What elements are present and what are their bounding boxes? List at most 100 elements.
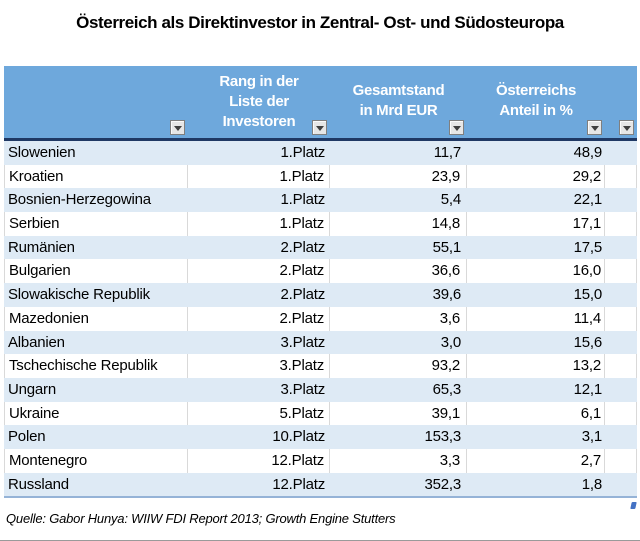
share-cell[interactable]: 16,0 — [467, 259, 605, 284]
table-row: Bosnien-Herzegowina 1.Platz 5,4 22,1 — [4, 188, 637, 213]
total-cell[interactable]: 65,3 — [432, 380, 462, 398]
share-cell[interactable]: 48,9 — [573, 144, 603, 161]
table-row: Tschechische Republik 3.Platz 93,2 13,2 — [4, 354, 637, 378]
rank-cell[interactable]: 12.Platz — [188, 448, 330, 473]
empty-cell[interactable] — [605, 141, 637, 165]
share-cell[interactable]: 29,2 — [467, 164, 605, 189]
total-cell[interactable]: 14,8 — [330, 212, 467, 236]
header-label-line: Investoren — [222, 113, 296, 130]
share-cell[interactable]: 15,0 — [573, 286, 603, 304]
rank-cell[interactable]: 3.Platz — [280, 333, 326, 351]
header-cell-country[interactable] — [4, 66, 188, 138]
empty-cell[interactable] — [605, 354, 637, 378]
share-cell[interactable]: 3,1 — [581, 428, 602, 446]
empty-cell[interactable] — [605, 378, 637, 402]
header-cell-share[interactable]: Österreichs Anteil in % — [467, 66, 605, 138]
rank-cell[interactable]: 3.Platz — [188, 354, 330, 378]
country-cell[interactable]: Tschechische Republik — [4, 354, 188, 378]
rank-cell[interactable]: 2.Platz — [280, 286, 326, 304]
total-cell[interactable]: 153,3 — [424, 428, 461, 446]
chevron-down-icon — [590, 125, 599, 131]
share-cell[interactable]: 12,1 — [573, 380, 603, 398]
table-row: Russland 12.Platz 352,3 1,8 — [4, 472, 637, 497]
chevron-down-icon — [315, 125, 324, 131]
chevron-down-icon — [173, 125, 182, 131]
filter-button-extra[interactable] — [619, 120, 634, 135]
total-cell[interactable]: 93,2 — [330, 354, 467, 378]
empty-cell[interactable] — [605, 188, 637, 212]
country-cell[interactable]: Ukraine — [4, 401, 188, 426]
total-cell[interactable]: 3,0 — [440, 333, 461, 351]
total-cell[interactable]: 3,3 — [330, 448, 467, 473]
empty-cell[interactable] — [605, 425, 637, 449]
country-cell[interactable]: Slowenien — [8, 144, 76, 161]
header-label-line: Liste der — [229, 93, 289, 110]
share-cell[interactable]: 2,7 — [467, 448, 605, 473]
rank-cell[interactable]: 2.Platz — [280, 238, 326, 256]
table-resize-handle[interactable] — [630, 502, 637, 509]
rank-cell[interactable]: 3.Platz — [280, 380, 326, 398]
country-cell[interactable]: Ungarn — [8, 380, 56, 398]
empty-cell[interactable] — [605, 164, 637, 189]
country-cell[interactable]: Rumänien — [8, 238, 75, 256]
header-label-line: Österreichs — [495, 82, 577, 99]
empty-cell[interactable] — [605, 473, 637, 497]
share-cell[interactable]: 15,6 — [573, 333, 603, 351]
total-cell[interactable]: 36,6 — [330, 259, 467, 284]
share-cell[interactable]: 1,8 — [581, 475, 602, 493]
country-cell[interactable]: Bulgarien — [4, 259, 188, 284]
rank-cell[interactable]: 2.Platz — [188, 259, 330, 284]
empty-cell[interactable] — [605, 283, 637, 307]
filter-button-total[interactable] — [449, 120, 464, 135]
country-cell[interactable]: Montenegro — [4, 448, 188, 473]
share-cell[interactable]: 13,2 — [467, 354, 605, 378]
rank-cell[interactable]: 1.Platz — [280, 144, 326, 161]
rank-cell[interactable]: 10.Platz — [272, 428, 325, 446]
country-cell[interactable]: Kroatien — [4, 164, 188, 189]
total-cell[interactable]: 23,9 — [330, 164, 467, 189]
total-cell[interactable]: 3,6 — [330, 306, 467, 331]
empty-cell[interactable] — [605, 212, 637, 236]
empty-cell[interactable] — [605, 259, 637, 284]
empty-cell[interactable] — [605, 306, 637, 331]
total-cell[interactable]: 11,7 — [433, 144, 461, 161]
filter-button-country[interactable] — [170, 120, 185, 135]
header-label-line: Anteil in % — [499, 102, 573, 119]
country-cell[interactable]: Russland — [8, 475, 69, 493]
empty-cell[interactable] — [605, 448, 637, 473]
empty-cell[interactable] — [605, 401, 637, 426]
country-cell[interactable]: Serbien — [4, 212, 188, 236]
rank-cell[interactable]: 5.Platz — [188, 401, 330, 426]
empty-cell[interactable] — [605, 236, 637, 260]
header-cell-total[interactable]: Gesamtstand in Mrd EUR — [330, 66, 467, 138]
total-cell[interactable]: 55,1 — [432, 238, 462, 256]
rank-cell[interactable]: 1.Platz — [188, 212, 330, 236]
country-cell[interactable]: Mazedonien — [4, 306, 188, 331]
share-cell[interactable]: 17,1 — [467, 212, 605, 236]
rank-cell[interactable]: 1.Platz — [188, 164, 330, 189]
filter-button-share[interactable] — [587, 120, 602, 135]
table-row: Slowakische Republik 2.Platz 39,6 15,0 — [4, 283, 637, 307]
share-cell[interactable]: 22,1 — [573, 191, 603, 209]
total-cell[interactable]: 39,6 — [432, 286, 462, 304]
share-cell[interactable]: 6,1 — [467, 401, 605, 426]
empty-cell[interactable] — [605, 331, 637, 355]
country-cell[interactable]: Bosnien-Herzegowina — [8, 191, 151, 209]
rank-cell[interactable]: 1.Platz — [280, 191, 326, 209]
total-cell[interactable]: 39,1 — [330, 401, 467, 426]
country-cell[interactable]: Albanien — [8, 333, 65, 351]
total-cell[interactable]: 5,4 — [440, 191, 461, 209]
rank-cell[interactable]: 12.Platz — [272, 475, 325, 493]
header-cell-rank[interactable]: Rang in der Liste der Investoren — [188, 66, 330, 138]
header-cell-extra[interactable] — [605, 66, 637, 138]
table-row: Ukraine 5.Platz 39,1 6,1 — [4, 401, 637, 426]
share-cell[interactable]: 17,5 — [573, 238, 603, 256]
country-cell[interactable]: Polen — [8, 428, 46, 446]
total-cell[interactable]: 352,3 — [424, 475, 461, 493]
rank-cell[interactable]: 2.Platz — [188, 306, 330, 331]
country-cell[interactable]: Slowakische Republik — [8, 286, 150, 304]
filter-button-rank[interactable] — [312, 120, 327, 135]
table-row: Polen 10.Platz 153,3 3,1 — [4, 425, 637, 449]
header-label-line: in Mrd EUR — [359, 102, 438, 119]
share-cell[interactable]: 11,4 — [467, 306, 605, 331]
